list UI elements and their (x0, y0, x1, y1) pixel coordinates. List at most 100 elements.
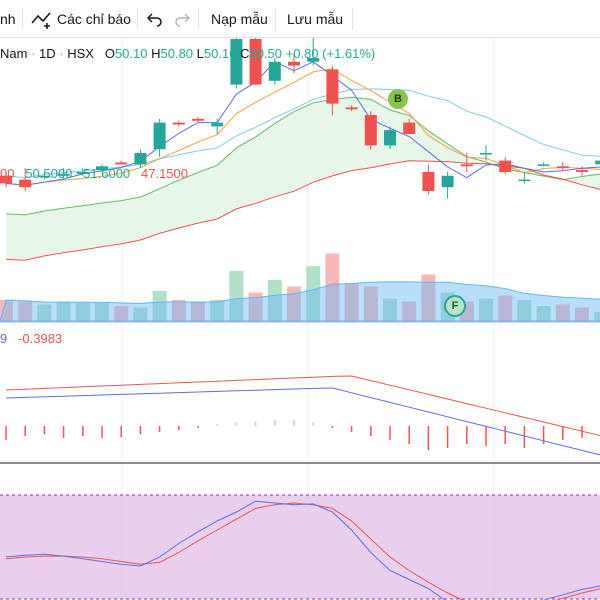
close-value: 50.50 (249, 46, 283, 61)
stoch-band (0, 495, 600, 599)
volume-bar (114, 306, 129, 321)
macd-legend: 9 -0.3983 (0, 331, 62, 346)
candle-body (134, 153, 147, 165)
volume-bar (555, 304, 570, 321)
toolbar-divider (352, 8, 353, 30)
candle-body (115, 162, 128, 165)
volume-bar (517, 300, 532, 321)
exchange-label: HSX (67, 46, 94, 61)
toolbar-divider (22, 8, 23, 30)
volume-bar (152, 291, 167, 321)
volume-bar (287, 286, 301, 321)
candle-body (153, 122, 166, 150)
top-toolbar: nh Các chỉ báo Nạp mẫu Lưu mẫu (0, 0, 600, 38)
indicator-legend: 00 50.5000 51.6000 47.1500 (0, 166, 188, 181)
volume-bar (498, 295, 513, 321)
interval-label[interactable]: 1D (39, 46, 56, 61)
candle-body (384, 130, 396, 146)
save-template-button[interactable]: Lưu mẫu (287, 11, 344, 27)
redo-icon[interactable] (174, 0, 190, 38)
volume-bar (594, 312, 600, 321)
volume-bar (229, 270, 244, 321)
high-label: H (151, 46, 161, 61)
change-value: +0.80 (+1.61%) (285, 46, 376, 61)
candle-body (460, 164, 473, 167)
volume-bar (248, 292, 263, 321)
cloud-area (6, 97, 600, 261)
candle-body (172, 122, 185, 125)
macd-signal-line (5, 375, 600, 437)
volume-bar (133, 307, 148, 321)
low-label: L (196, 46, 204, 61)
candle-body (249, 39, 262, 85)
candle-body (96, 166, 108, 171)
symbol-name[interactable]: Nam (0, 46, 28, 61)
candle-body (403, 122, 416, 134)
timeframe-button[interactable]: nh (0, 11, 16, 27)
volume-bar (18, 301, 33, 321)
stoch-k-line (5, 500, 600, 600)
macd-line (5, 387, 600, 456)
candle-body (38, 175, 51, 178)
indicators-icon[interactable] (30, 0, 54, 38)
candle-body (211, 122, 224, 127)
open-label: O (104, 46, 115, 61)
toolbar-divider (198, 8, 199, 30)
volume-bar (191, 302, 205, 321)
toolbar-divider (275, 8, 276, 30)
volume-bar (0, 300, 13, 321)
volume-bar (171, 300, 186, 321)
volume-bar (344, 283, 359, 321)
buy-signal-badge[interactable]: B (388, 89, 408, 109)
volume-bar (536, 306, 551, 321)
candle-body (268, 61, 281, 81)
load-template-button[interactable]: Nạp mẫu (211, 11, 268, 27)
candle-body (192, 118, 204, 121)
volume-bar (479, 298, 493, 321)
candle-body (76, 172, 89, 174)
stochastic-pane (0, 494, 600, 600)
candle-body (595, 160, 600, 165)
candle-body (518, 179, 531, 182)
candle-body (422, 172, 435, 191)
candle-body (499, 160, 512, 172)
symbol-legend: Nam · 1D · HSX O50.10 H50.80 L50.10 C50.… (0, 46, 376, 61)
toolbar-divider (137, 8, 138, 30)
candle-body (307, 58, 320, 62)
volume-bar (56, 302, 71, 321)
volume-bar (421, 274, 436, 321)
candle-body (345, 107, 358, 110)
chart-canvas[interactable] (0, 38, 600, 600)
volume-bar (267, 279, 282, 321)
low-value: 50.10 (203, 46, 237, 61)
macd-value-1: 9 (0, 331, 8, 346)
volume-bar (306, 266, 321, 321)
volume-bar (363, 286, 378, 321)
volume-bar (75, 303, 90, 321)
candle-body (364, 115, 377, 146)
indicators-button[interactable]: Các chỉ báo (57, 11, 131, 27)
candle-body (537, 164, 550, 166)
candle-body (480, 153, 492, 155)
candle-body (441, 175, 454, 188)
indicator-value-4: 47.1500 (141, 166, 188, 181)
candle-body (19, 179, 32, 188)
f-signal-badge[interactable]: F (444, 295, 466, 317)
volume-bars (0, 253, 600, 322)
undo-icon[interactable] (147, 0, 163, 38)
candle-body (288, 61, 300, 66)
volume-bar (325, 253, 340, 321)
indicator-value-1: 00 (0, 166, 15, 181)
volume-bar (402, 301, 417, 321)
indicator-value-3: 51.6000 (83, 166, 131, 181)
macd-pane (5, 375, 600, 456)
volume-bar (383, 298, 397, 321)
volume-bar (95, 303, 109, 321)
candle-body (576, 170, 588, 172)
volume-bar (37, 304, 52, 321)
candlestick-series (0, 38, 600, 199)
close-label: C (240, 46, 250, 61)
volume-bar (210, 300, 225, 321)
candle-body (556, 166, 569, 169)
indicator-value-2: 50.5000 (25, 166, 73, 181)
